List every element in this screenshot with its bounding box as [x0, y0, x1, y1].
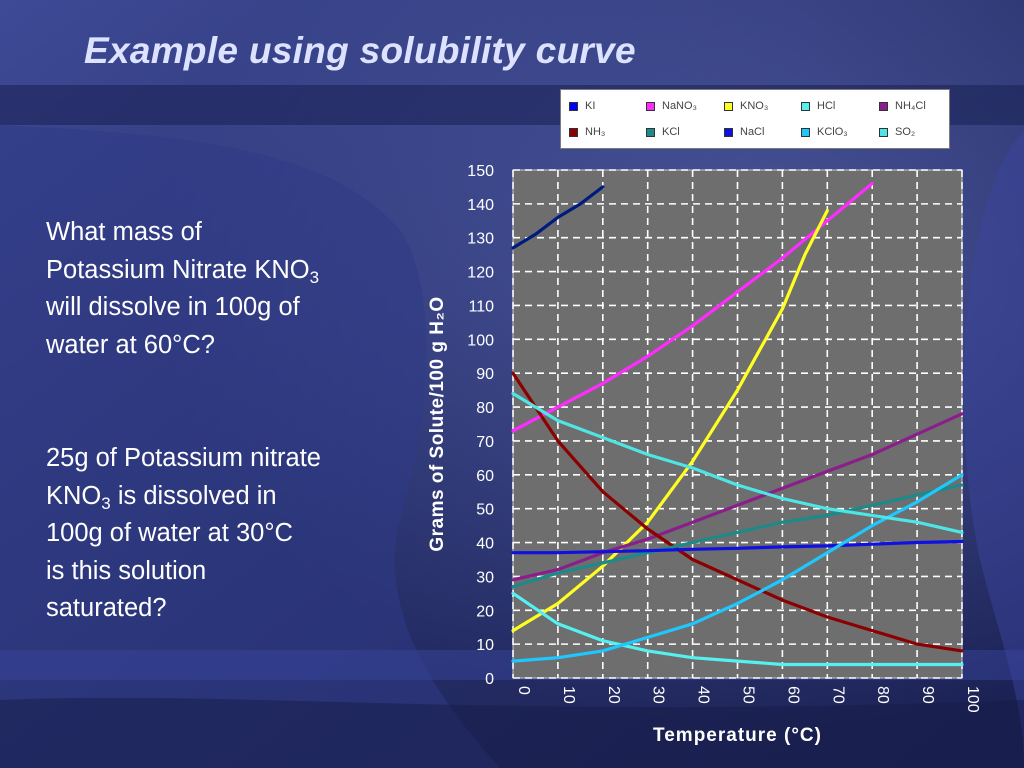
question-one-text: water at 60°C? [46, 330, 215, 359]
legend-item: NaCl [724, 125, 764, 139]
legend-swatch [801, 101, 810, 111]
x-tick-label: 0 [515, 686, 532, 695]
question-two-line: 100g of water at 30°C [46, 515, 391, 553]
series-line [511, 209, 829, 633]
question-two-line: is this solution [46, 553, 391, 591]
x-tick-label: 100 [964, 686, 981, 713]
question-one-text: will dissolve in 100g of [46, 293, 300, 321]
legend-swatch [879, 127, 888, 137]
series-line [511, 412, 964, 582]
y-tick-label: 140 [467, 197, 494, 214]
legend-swatch [879, 101, 888, 111]
series-line [511, 181, 874, 433]
legend-item: NaNO₃ [646, 99, 697, 113]
legend-label: NH₃ [585, 126, 606, 138]
question-two-text: is dissolved in [110, 481, 277, 510]
x-tick-label: 60 [784, 686, 801, 704]
x-tick-label: 90 [919, 686, 936, 704]
y-tick-label: 60 [476, 468, 494, 485]
question-two-text: 25g of Potassium nitrate [46, 444, 321, 472]
question-one-text: What mass of [46, 218, 202, 246]
series-line [511, 539, 964, 555]
legend-label: NaNO₃ [662, 100, 698, 112]
legend-label: SO₂ [895, 126, 916, 138]
y-tick-label: 150 [467, 163, 494, 180]
y-tick-label: 0 [485, 671, 494, 688]
legend-label: KClO₃ [817, 126, 848, 138]
legend-item: KCl [646, 125, 680, 139]
question-two-line: saturated? [46, 590, 391, 628]
y-tick-label: 120 [467, 265, 494, 282]
y-tick-label: 30 [476, 569, 494, 586]
legend-swatch [801, 127, 810, 137]
legend-label: HCl [817, 100, 836, 112]
y-tick-label: 40 [476, 536, 494, 553]
question-two-text: saturated? [46, 594, 167, 622]
x-tick-label: 10 [560, 686, 577, 704]
legend-item: SO₂ [879, 125, 915, 139]
question-one-line: will dissolve in 100g of [46, 289, 391, 327]
question-two-line: KNO3 is dissolved in [46, 478, 391, 516]
legend-item: HCl [801, 99, 835, 113]
x-tick-label: 40 [695, 686, 712, 704]
x-tick-label: 80 [874, 686, 891, 704]
question-two-text: 100g of water at 30°C [46, 519, 293, 547]
y-tick-label: 50 [476, 502, 494, 519]
series-line [511, 483, 964, 589]
y-tick-label: 90 [476, 366, 494, 383]
question-one-line: What mass of [46, 214, 391, 252]
slide-title: Example using solubility curve [84, 30, 636, 71]
question-two-line: 25g of Potassium nitrate [46, 440, 391, 478]
x-tick-label: 50 [740, 686, 757, 704]
y-tick-label: 100 [467, 332, 494, 349]
question-one: What mass of Potassium Nitrate KNO3 will d… [46, 214, 391, 364]
question-one-line: Potassium Nitrate KNO3 [46, 252, 391, 290]
chart-legend: KI NaNO₃ KNO₃ HCl NH₄Cl NH₃ KCl NaCl KClO₃ SO₂ [560, 89, 950, 149]
legend-swatch [724, 101, 733, 111]
legend-swatch [646, 101, 655, 111]
y-tick-label: 20 [476, 603, 494, 620]
series-line [511, 371, 964, 653]
y-tick-label: 110 [468, 298, 494, 315]
legend-label: NaCl [740, 126, 765, 138]
question-two-subscript: 3 [101, 493, 111, 513]
series-line [511, 391, 964, 535]
legend-item: KNO₃ [724, 99, 768, 113]
y-tick-label: 70 [476, 434, 494, 451]
legend-swatch [569, 127, 578, 137]
question-one-line: water at 60°C? [46, 327, 391, 365]
legend-label: KCl [662, 126, 680, 138]
y-tick-label: 80 [476, 400, 494, 417]
legend-item: KClO₃ [801, 125, 848, 139]
question-one-text: Potassium Nitrate KNO [46, 255, 310, 284]
question-one-subscript: 3 [309, 267, 320, 287]
legend-item: KI [569, 99, 595, 113]
legend-item: NH₃ [569, 125, 605, 139]
question-two-text: KNO [46, 481, 102, 510]
legend-label: NH₄Cl [895, 100, 926, 112]
question-two-text: is this solution [46, 556, 207, 585]
legend-item: NH₄Cl [879, 99, 926, 113]
legend-label: KNO₃ [740, 100, 769, 112]
x-tick-label: 30 [650, 686, 667, 704]
x-tick-label: 70 [829, 686, 846, 704]
x-axis-label: Temperature (°C) [653, 725, 822, 746]
legend-swatch [724, 127, 733, 137]
y-tick-label: 10 [476, 637, 494, 654]
x-tick-label: 20 [605, 686, 622, 704]
y-axis-label: Grams of Solute/100 g H₂O [427, 296, 448, 551]
question-two: 25g of Potassium nitrate KNO3 is dissolve… [46, 440, 391, 628]
legend-swatch [569, 101, 578, 111]
series-line [511, 185, 605, 250]
series-line [511, 591, 964, 667]
legend-swatch [646, 127, 655, 137]
legend-label: KI [585, 100, 596, 112]
y-tick-label: 130 [467, 231, 494, 248]
